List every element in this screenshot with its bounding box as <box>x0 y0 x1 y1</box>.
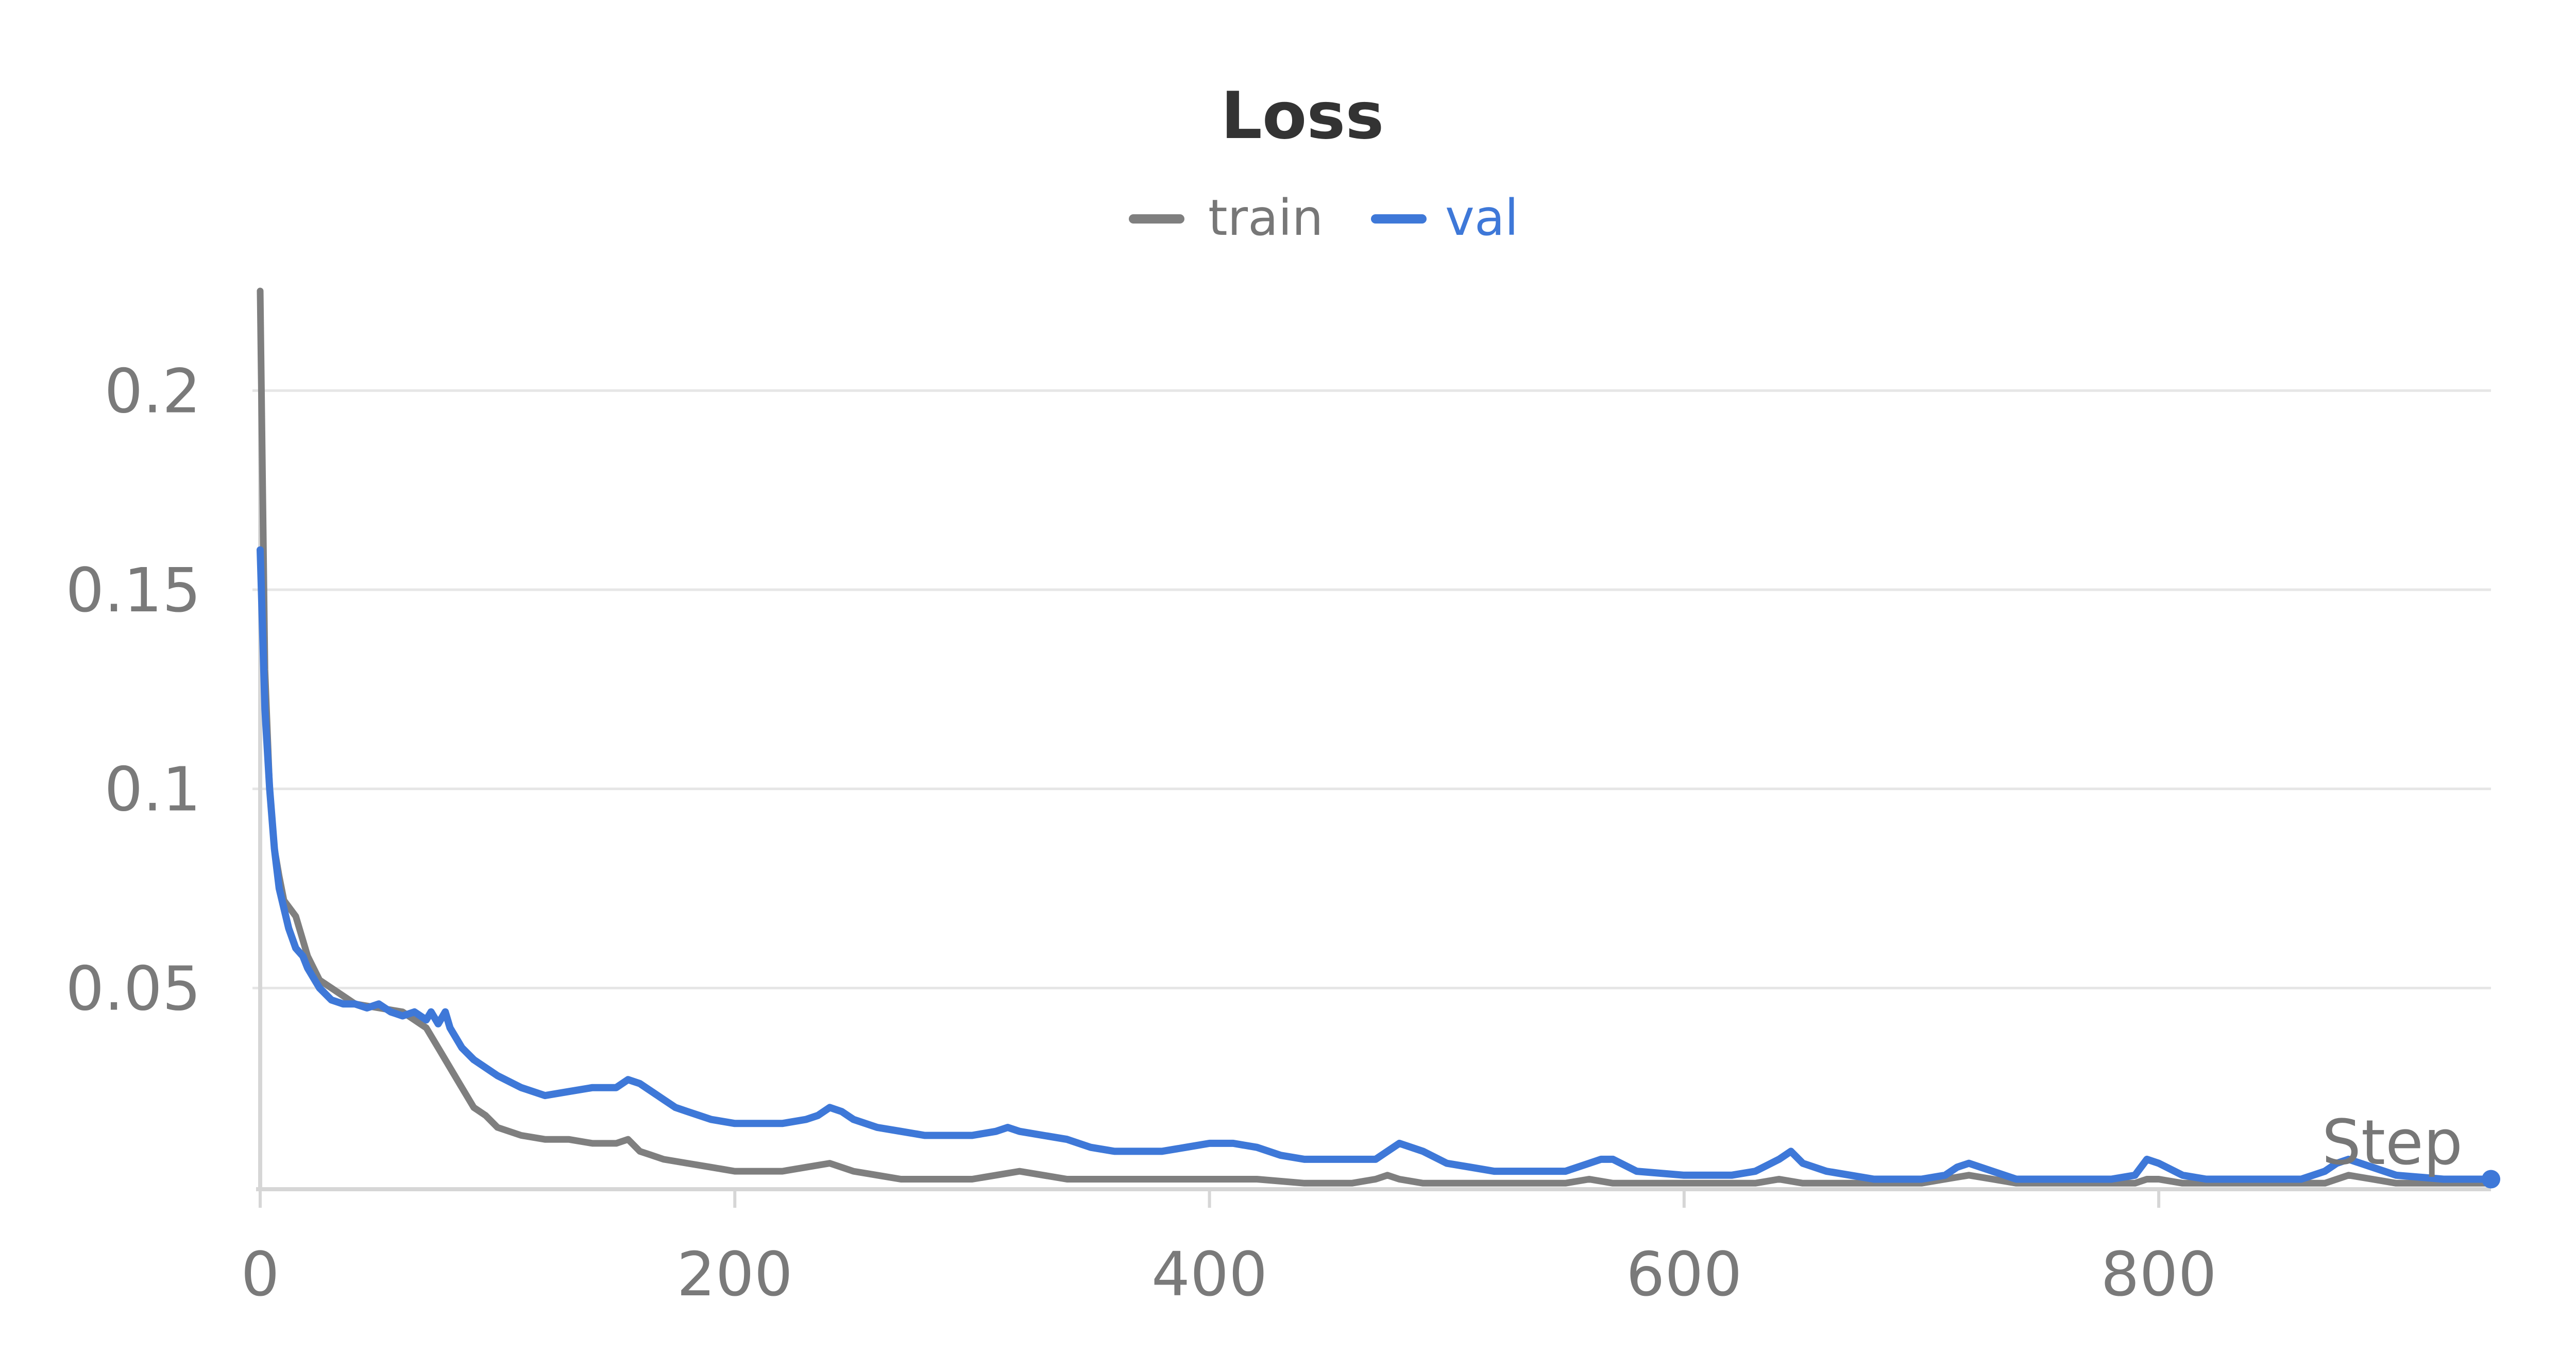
series-endpoint-val <box>2482 1170 2500 1189</box>
y-tick-label-0: 0.05 <box>65 953 201 1024</box>
x-tick-label-0: 0 <box>241 1239 279 1310</box>
legend-label-train[interactable]: train <box>1208 189 1323 247</box>
x-tick-label-2: 400 <box>1151 1239 1267 1310</box>
x-tick-label-4: 800 <box>2100 1239 2216 1310</box>
y-tick-label-3: 0.2 <box>104 355 201 426</box>
chart-title: Loss <box>1221 78 1384 153</box>
y-tick-label-2: 0.15 <box>65 555 201 626</box>
x-tick-label-3: 600 <box>1626 1239 1742 1310</box>
series <box>257 287 2500 1189</box>
x-axis-label: Step <box>2322 1107 2463 1179</box>
series-line-train <box>257 287 2495 1187</box>
y-tick-labels: 0.05 0.1 0.15 0.2 <box>65 355 201 1024</box>
series-line-val <box>257 546 2495 1183</box>
legend-label-val[interactable]: val <box>1445 189 1518 247</box>
axes <box>256 291 2491 1191</box>
x-tick-label-1: 200 <box>677 1239 793 1310</box>
legend: train val <box>1129 189 1518 247</box>
grid <box>252 389 2491 989</box>
y-tick-label-1: 0.1 <box>104 754 201 825</box>
x-tick-labels: 0 200 400 600 800 <box>241 1189 2217 1310</box>
